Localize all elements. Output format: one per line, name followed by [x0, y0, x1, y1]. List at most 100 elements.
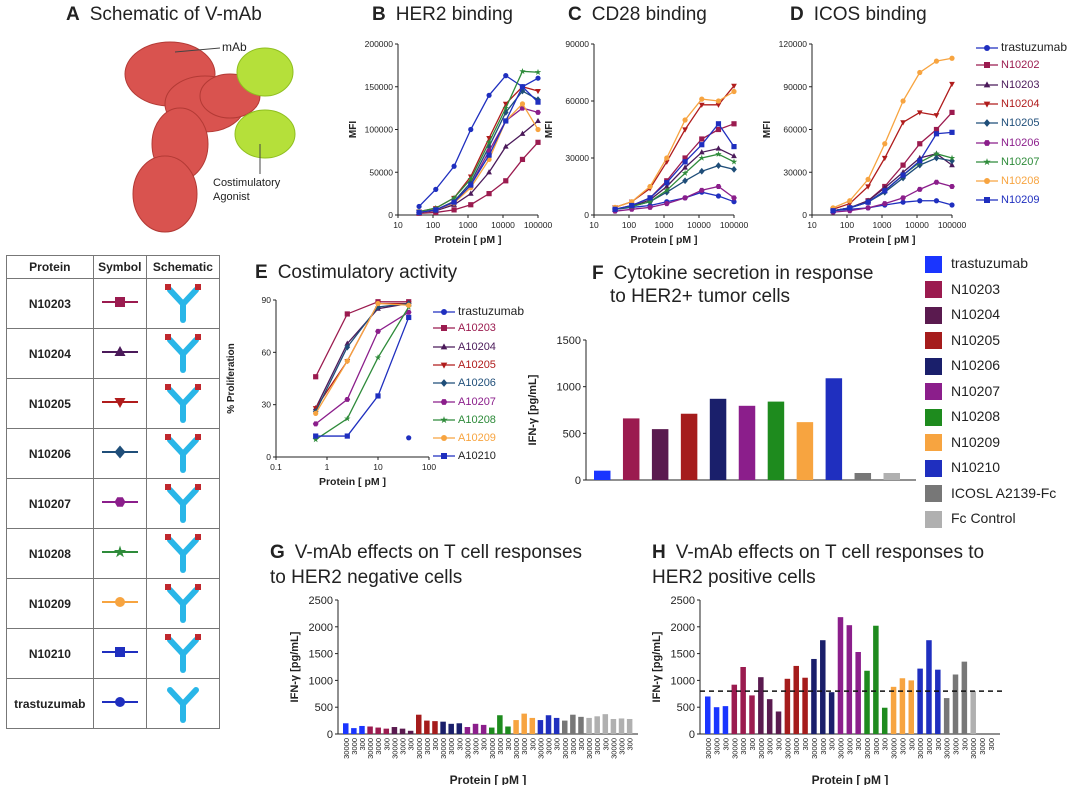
antibody-arm-right — [179, 637, 199, 657]
x-tick-label: 10 — [373, 462, 383, 472]
data-point — [486, 92, 492, 98]
data-point — [698, 187, 705, 193]
legend-item-A10206: A10206 — [433, 377, 496, 389]
x-tick-label: 30000 — [463, 738, 472, 759]
legend-marker — [976, 139, 998, 146]
legend-symbol — [984, 197, 990, 204]
series-line — [614, 90, 735, 209]
data-point — [730, 158, 738, 165]
data-point — [468, 202, 474, 208]
data-point — [698, 167, 705, 175]
data-point — [535, 88, 541, 95]
antibody-arm-right — [179, 537, 199, 557]
series-line — [832, 57, 953, 209]
bar — [359, 725, 365, 734]
x-tick-label: 300 — [358, 738, 367, 751]
legend-item-N10205: N10205 — [925, 332, 1000, 350]
data-point — [485, 138, 493, 146]
panel-b-title: B HER2 binding — [372, 4, 513, 25]
legend-label: N10204 — [1001, 97, 1040, 110]
antibody-arm-left — [166, 487, 186, 507]
y-tick-label: 2000 — [671, 622, 695, 634]
panel-h-title: H V-mAb effects on T cell responses to HER… — [652, 542, 985, 588]
y-tick-label: 60000 — [565, 96, 589, 106]
antibody-icon — [166, 687, 199, 723]
data-point — [949, 162, 955, 168]
agonist-domain — [164, 584, 171, 590]
bar — [432, 721, 438, 734]
x-tick-label: 30000 — [704, 738, 713, 759]
protein-table: Protein Symbol Schematic N10203 N10204 N10… — [6, 255, 221, 729]
y-tick-label: 0 — [575, 475, 581, 487]
legend-item-A10204: A10204 — [433, 341, 496, 353]
symbol-marker — [101, 346, 138, 356]
series-line — [419, 141, 539, 214]
legend-marker — [433, 453, 455, 460]
data-point — [344, 358, 350, 364]
data-point — [535, 109, 541, 115]
legend-swatch — [925, 281, 942, 299]
x-tick-label: 300 — [382, 738, 391, 751]
legend-swatch — [925, 332, 942, 350]
y-axis-label: % Proliferation — [226, 343, 237, 414]
bar — [935, 669, 941, 734]
bar — [489, 727, 495, 734]
legend-item-N10202: N10202 — [976, 59, 1040, 71]
legend-item-N10204: N10204 — [976, 98, 1040, 110]
data-point — [519, 130, 526, 136]
table-row: trastuzumab — [6, 678, 221, 729]
data-point — [519, 67, 526, 75]
chart-F: 0 500 1000 1500 IFN-γ [pg/mL] — [527, 335, 916, 487]
antibody-icon — [164, 634, 201, 673]
legend-symbol — [440, 362, 448, 369]
data-point — [486, 152, 492, 158]
legend-item-ICOSL A2139-Fc: ICOSL A2139-Fc — [925, 485, 1056, 503]
x-tick-label: 3000 — [739, 738, 748, 755]
data-point — [949, 81, 955, 88]
data-point — [405, 309, 412, 315]
data-point — [344, 311, 350, 317]
bar — [758, 677, 764, 734]
legend-symbol — [440, 398, 448, 405]
legend-item-N10206: N10206 — [976, 137, 1040, 149]
x-tick-label: 30000 — [757, 738, 766, 759]
data-point — [715, 102, 722, 108]
x-tick-label: 3000 — [978, 738, 987, 755]
legend-marker — [976, 178, 998, 185]
protein-schematic — [145, 528, 221, 579]
data-point — [612, 206, 618, 212]
y-tick-label: 0 — [388, 210, 393, 220]
data-point — [646, 198, 654, 205]
bar — [480, 724, 487, 734]
data-point — [900, 162, 906, 168]
data-point — [847, 198, 853, 204]
protein-name: N10209 — [6, 578, 94, 629]
protein-symbol — [92, 678, 147, 729]
bar — [899, 678, 906, 734]
series-A10210 — [313, 314, 412, 439]
protein-schematic — [145, 278, 221, 329]
data-point — [865, 199, 871, 205]
data-point — [375, 300, 381, 307]
x-tick-label: 30000 — [536, 738, 545, 759]
x-tick-label: 3000 — [447, 738, 456, 755]
legend-symbol — [440, 343, 448, 350]
x-tick-label: 10 — [589, 220, 599, 230]
bar — [766, 699, 773, 734]
x-tick-label: 3000 — [593, 738, 602, 755]
y-tick-label: 150000 — [365, 82, 394, 92]
table-header-protein: Protein — [6, 255, 94, 279]
agonist-domain — [164, 434, 171, 440]
symbol-shape — [114, 647, 125, 657]
series-N10206 — [612, 184, 737, 214]
data-point — [731, 166, 737, 173]
data-point — [375, 328, 381, 334]
x-tick-label: 30000 — [836, 738, 845, 759]
data-point — [933, 58, 940, 64]
agonist-domain — [194, 384, 201, 390]
legend-symbol — [984, 178, 990, 185]
x-tick-label: 30000 — [863, 738, 872, 759]
series-N10208 — [612, 88, 737, 210]
legend-symbol — [983, 119, 991, 128]
bar — [731, 684, 738, 734]
